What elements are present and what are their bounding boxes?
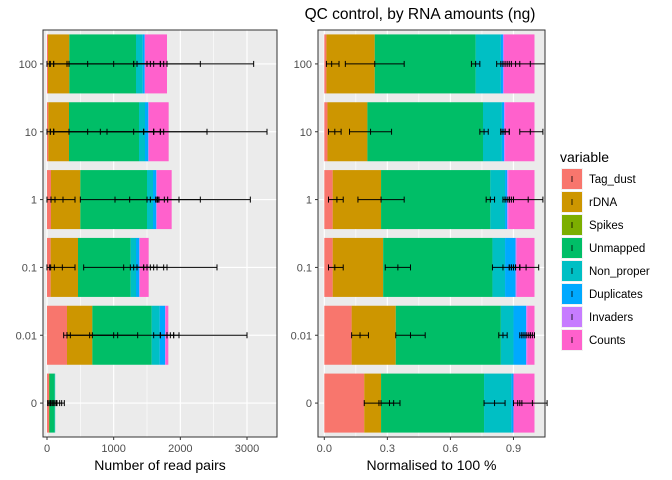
- y-tick-label: 100: [294, 59, 312, 71]
- y-tick-label: 0.01: [16, 330, 37, 342]
- legend-label: rDNA: [589, 197, 617, 209]
- x-tick-label: 0.9: [506, 443, 521, 455]
- panel-background: [43, 30, 277, 437]
- x-tick-label: 1000: [101, 443, 125, 455]
- legend-key: Duplicates: [561, 283, 643, 305]
- legend-key: Tag_dust: [561, 168, 636, 190]
- bar-segment-duplicates: [511, 373, 514, 433]
- x-axis-title: Normalised to 100 %: [367, 457, 497, 473]
- x-tick-label: 3000: [235, 443, 259, 455]
- y-tick-label: 1: [31, 195, 37, 207]
- legend-key: Spikes: [561, 214, 624, 236]
- panel-border: [317, 29, 546, 438]
- x-axis-title: Number of read pairs: [94, 457, 226, 473]
- y-tick-label: 1: [306, 195, 312, 207]
- x-tick-label: 2000: [168, 443, 192, 455]
- legend-label: Counts: [589, 335, 626, 347]
- y-tick-label: 0: [306, 398, 312, 410]
- bar-segment-tag-dust: [324, 373, 365, 433]
- y-tick-label: 100: [19, 59, 37, 71]
- y-tick-label: 10: [300, 127, 312, 139]
- y-tick-label: 0.1: [297, 262, 312, 274]
- bar-segment-tag-dust: [324, 102, 328, 162]
- bar-segment-tag-dust: [324, 305, 352, 365]
- y-tick-label: 0.01: [291, 330, 312, 342]
- legend-key: Invaders: [561, 306, 633, 328]
- legend-title: variable: [560, 149, 609, 165]
- x-tick-label: 0: [44, 443, 50, 455]
- legend-label: Duplicates: [589, 289, 643, 301]
- x-tick-label: 0.3: [380, 443, 395, 455]
- legend-key: Non_proper: [561, 260, 650, 282]
- legend-label: Spikes: [589, 220, 624, 232]
- legend-label: Non_proper: [589, 266, 650, 278]
- legend: variable Tag_dust rDNA Spikes Unmapped Non_p…: [560, 149, 650, 351]
- bar-segment-non-proper: [490, 170, 506, 230]
- y-tick-label: 0.1: [22, 262, 37, 274]
- legend-label: Unmapped: [589, 243, 645, 255]
- y-tick-label: 10: [25, 127, 37, 139]
- right-panel: 0.0 0.3 0.6 0.9 100 10 1 0.1 0.01 0 Normalised to …: [291, 29, 548, 473]
- legend-key: Counts: [561, 329, 626, 351]
- bar-segment-non-proper: [482, 102, 502, 162]
- bar-segment-tag-dust: [47, 305, 67, 365]
- x-tick-label: 0.6: [443, 443, 458, 455]
- chart-title: QC control, by RNA amounts (ng): [305, 6, 536, 23]
- panel-border: [42, 29, 278, 438]
- legend-key: Unmapped: [561, 237, 645, 259]
- x-tick-label: 0.0: [317, 443, 332, 455]
- left-panel: 0 1000 2000 3000 100 10 1 0.1 0.01 0 Number of rea…: [16, 29, 278, 473]
- legend-label: Tag_dust: [589, 174, 636, 186]
- legend-label: Invaders: [589, 312, 633, 324]
- legend-key: rDNA: [561, 191, 617, 213]
- bar-segment-tag-dust: [324, 34, 327, 94]
- y-tick-label: 0: [31, 398, 37, 410]
